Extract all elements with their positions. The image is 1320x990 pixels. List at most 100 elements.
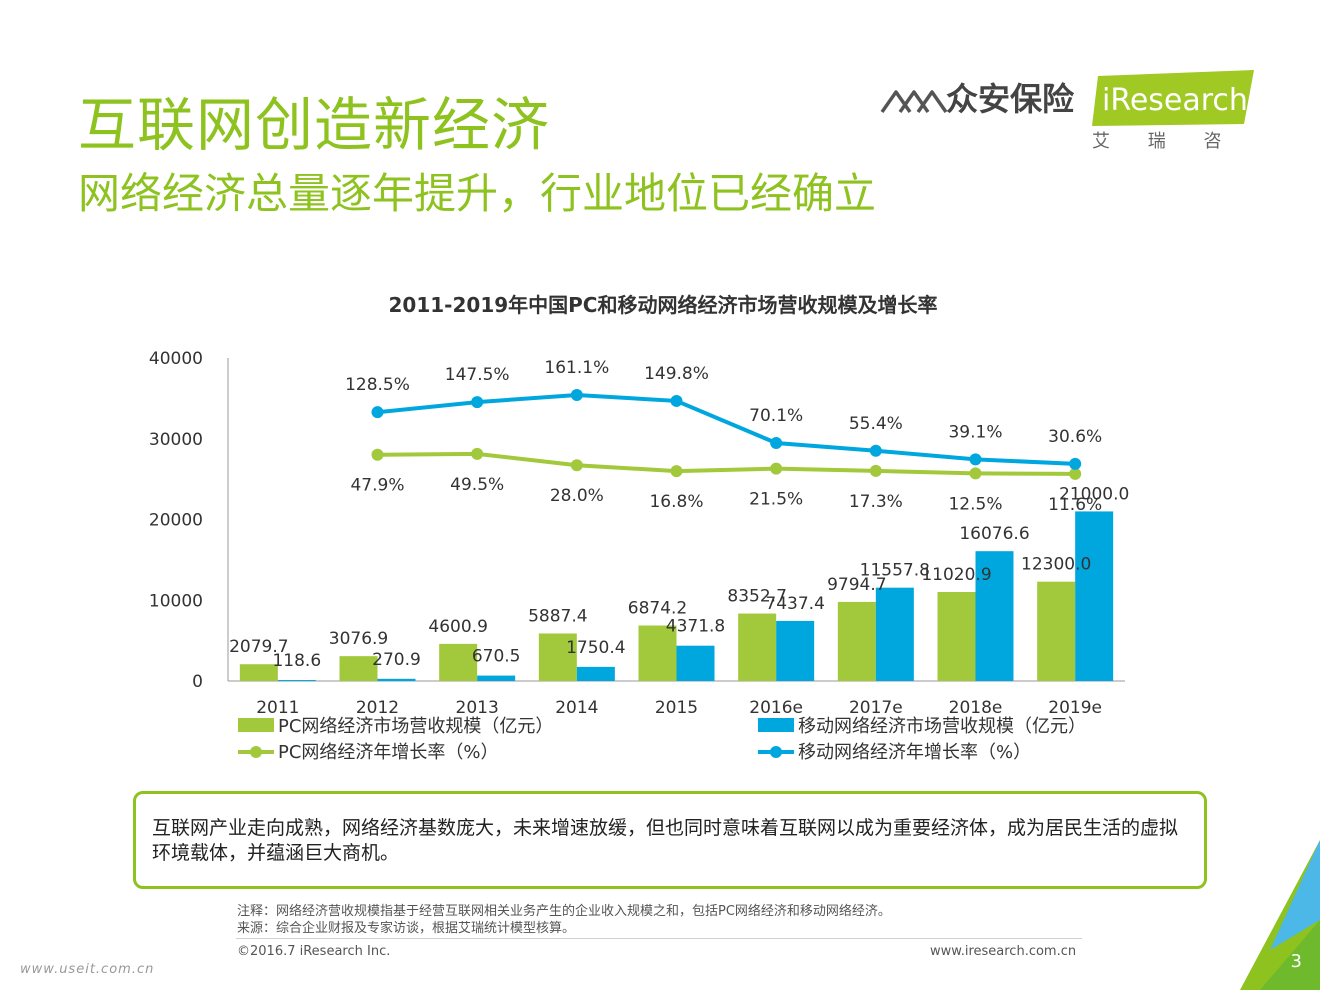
pc-revenue-label: 6874.2 bbox=[628, 598, 687, 618]
pc-revenue-label: 9794.7 bbox=[827, 575, 886, 595]
mobile-revenue-label: 16076.6 bbox=[959, 524, 1029, 544]
mobile-revenue-label: 118.6 bbox=[272, 651, 321, 671]
footer-divider bbox=[236, 938, 1082, 939]
pc-growth-label: 11.6% bbox=[1048, 495, 1102, 515]
pc-growth-point bbox=[969, 467, 982, 480]
x-tick-label: 2011 bbox=[256, 698, 299, 718]
pc-growth-label: 12.5% bbox=[948, 494, 1002, 514]
mobile-growth-label: 30.6% bbox=[1048, 427, 1102, 447]
chart-canvas: 2011-2019年中国PC和移动网络经济市场营收规模及增长率 0 10000 20… bbox=[149, 293, 1129, 763]
pc-revenue-bar bbox=[738, 613, 777, 681]
mobile-growth-label: 161.1% bbox=[544, 358, 609, 378]
mobile-revenue-bar bbox=[875, 587, 914, 681]
legend-swatch-bar bbox=[758, 718, 794, 732]
mobile-growth-point bbox=[869, 444, 882, 457]
legend-label: 移动网络经济年增长率（%） bbox=[798, 742, 1031, 763]
x-tick-label: 2017e bbox=[849, 698, 903, 718]
legend-label: PC网络经济市场营收规模（亿元） bbox=[278, 716, 553, 737]
mobile-revenue-label: 1750.4 bbox=[566, 638, 625, 658]
mobile-growth-point bbox=[670, 394, 683, 407]
legend-label: 移动网络经济市场营收规模（亿元） bbox=[798, 716, 1086, 737]
mobile-revenue-label: 7437.4 bbox=[765, 594, 824, 614]
pc-revenue-label: 3076.9 bbox=[329, 629, 388, 649]
pc-revenue-bar bbox=[837, 601, 876, 681]
mobile-revenue-bar bbox=[676, 645, 715, 681]
mobile-growth-point bbox=[471, 396, 484, 409]
y-tick-label: 40000 bbox=[149, 349, 203, 369]
pc-revenue-bar bbox=[937, 592, 976, 681]
pc-revenue-bar bbox=[538, 633, 577, 681]
mobile-revenue-bar bbox=[1075, 511, 1114, 681]
mobile-growth-label: 147.5% bbox=[445, 365, 510, 385]
pc-revenue-bar bbox=[638, 625, 677, 681]
pc-revenue-label: 11020.9 bbox=[921, 565, 991, 585]
x-tick-label: 2015 bbox=[655, 698, 698, 718]
brand-badge bbox=[1092, 70, 1254, 126]
y-tick-label: 10000 bbox=[149, 591, 203, 611]
mobile-revenue-bar bbox=[377, 678, 416, 681]
pc-growth-point bbox=[770, 462, 783, 475]
x-tick-label: 2012 bbox=[356, 698, 399, 718]
pc-growth-label: 21.5% bbox=[749, 490, 803, 510]
pc-growth-point bbox=[670, 465, 683, 478]
mobile-growth-point bbox=[770, 437, 783, 450]
pc-growth-point bbox=[1069, 467, 1082, 480]
source-text: 来源：综合企业财报及专家访谈，根据艾瑞统计模型核算。 bbox=[237, 921, 576, 936]
mobile-growth-label: 128.5% bbox=[345, 375, 410, 395]
pc-revenue-label: 8352.7 bbox=[727, 587, 786, 607]
watermark: www.useit.com.cn bbox=[20, 962, 155, 977]
summary-box: 互联网产业走向成熟，网络经济基数庞大，未来增速放缓，但也同时意味着互联网以成为重… bbox=[133, 791, 1207, 889]
mobile-revenue-label: 270.9 bbox=[372, 650, 421, 670]
legend-swatch-point bbox=[770, 746, 782, 758]
pc-growth-point bbox=[869, 464, 882, 477]
pc-growth-line bbox=[377, 451, 1076, 476]
pc-growth-label: 28.0% bbox=[550, 486, 604, 506]
mobile-growth-point bbox=[570, 388, 583, 401]
mobile-growth-label: 55.4% bbox=[849, 414, 903, 434]
legend-swatch-bar bbox=[238, 718, 274, 732]
y-tick-label: 20000 bbox=[149, 511, 203, 531]
mobile-revenue-label: 11557.8 bbox=[860, 561, 930, 581]
mobile-growth-line bbox=[377, 392, 1076, 466]
website-link[interactable]: www.iresearch.com.cn bbox=[930, 944, 1077, 959]
page-number: 3 bbox=[1290, 951, 1302, 972]
mobile-growth-point bbox=[371, 406, 384, 419]
copyright: ©2016.7 iResearch Inc. bbox=[237, 944, 391, 959]
x-tick-label: 2013 bbox=[456, 698, 499, 718]
mobile-revenue-bar bbox=[776, 620, 815, 681]
y-tick-label: 0 bbox=[192, 672, 203, 692]
summary-text: 互联网产业走向成熟，网络经济基数庞大，未来增速放缓，但也同时意味着互联网以成为重… bbox=[152, 817, 1179, 864]
pc-growth-point bbox=[570, 459, 583, 472]
pc-growth-point bbox=[371, 448, 384, 461]
y-tick-label: 30000 bbox=[149, 430, 203, 450]
pc-revenue-bar bbox=[239, 664, 278, 681]
mobile-revenue-label: 21000.0 bbox=[1059, 484, 1129, 504]
mobile-revenue-bar bbox=[277, 680, 316, 682]
mobile-growth-point bbox=[1069, 457, 1082, 470]
mobile-revenue-bar bbox=[477, 675, 516, 681]
x-tick-label: 2014 bbox=[555, 698, 598, 718]
mobile-revenue-bar bbox=[576, 666, 615, 681]
mobile-growth-label: 149.8% bbox=[644, 364, 709, 384]
x-tick-label: 2019e bbox=[1048, 698, 1102, 718]
x-tick-label: 2018e bbox=[949, 698, 1003, 718]
legend-swatch-point bbox=[250, 746, 262, 758]
pc-growth-point bbox=[471, 447, 484, 460]
pc-revenue-bar bbox=[339, 656, 378, 681]
mobile-growth-label: 70.1% bbox=[749, 406, 803, 426]
note-text: 注释：网络经济营收规模指基于经营互联网相关业务产生的企业收入规模之和，包括PC网… bbox=[237, 904, 891, 919]
mobile-growth-label: 39.1% bbox=[948, 422, 1002, 442]
mobile-growth-point bbox=[969, 453, 982, 466]
pc-growth-label: 17.3% bbox=[849, 492, 903, 512]
page-subtitle: 网络经济总量逐年提升，行业地位已经确立 bbox=[78, 169, 877, 218]
chart-title: 2011-2019年中国PC和移动网络经济市场营收规模及增长率 bbox=[389, 293, 938, 317]
pc-revenue-bar bbox=[439, 643, 478, 681]
brand-logo: 众安保险 iResearch 艾 瑞 咨 询 bbox=[880, 70, 1258, 152]
pc-revenue-label: 12300.0 bbox=[1021, 555, 1091, 575]
pc-revenue-label: 5887.4 bbox=[528, 606, 587, 626]
pc-growth-label: 47.9% bbox=[350, 476, 404, 496]
mobile-revenue-label: 4371.8 bbox=[666, 617, 725, 637]
mobile-revenue-bar bbox=[975, 551, 1014, 681]
pc-growth-label: 49.5% bbox=[450, 475, 504, 495]
pc-revenue-bar bbox=[1037, 581, 1076, 681]
